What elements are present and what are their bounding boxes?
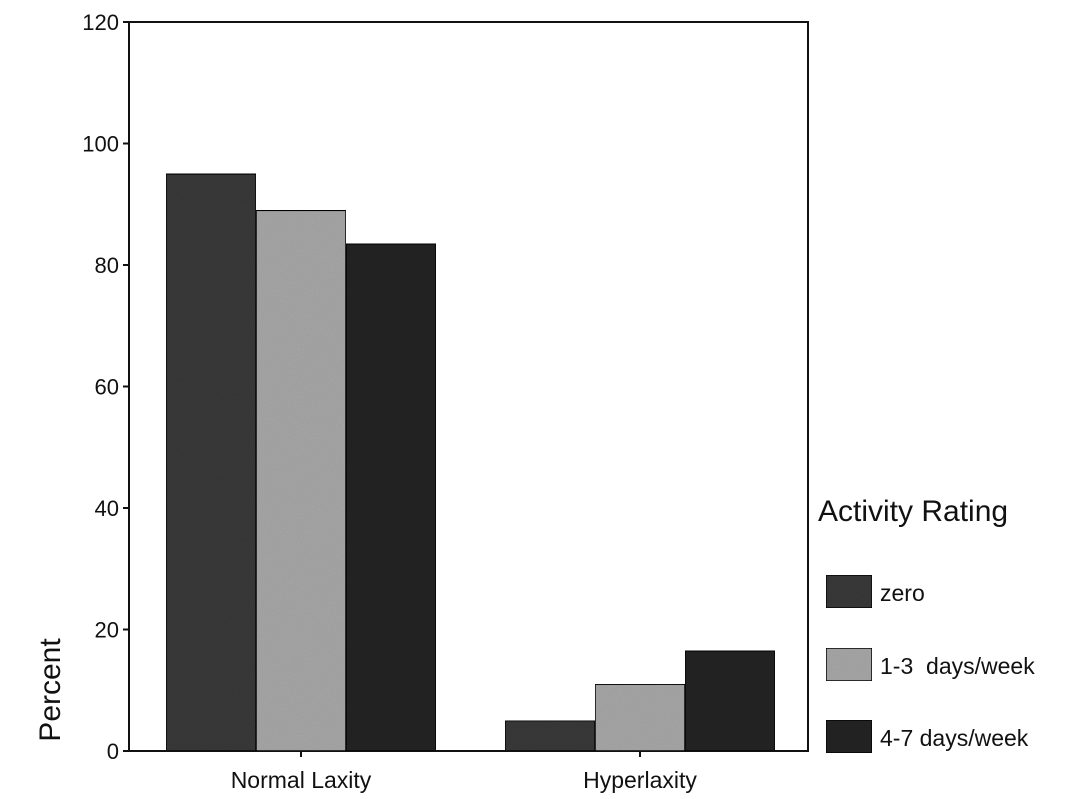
legend-label: zero [880,580,925,606]
y-axis: 0 20 40 60 80 100 120 [82,10,129,764]
x-axis-labels: Normal Laxity Hyperlaxity [231,751,697,793]
y-tick-label: 60 [95,375,119,400]
legend-swatch [825,574,873,609]
y-axis-label: Percent [34,638,67,742]
bar-1-3-days-week-hyperlaxity [594,683,686,752]
y-tick-label: 120 [82,10,119,35]
y-tick-label: 100 [82,132,119,157]
legend: Activity Rating zero 1-3 days/week 4-7 day… [818,495,1035,754]
legend-title: Activity Rating [818,495,1008,528]
legend-swatch [825,647,873,682]
legend-label: 1-3 days/week [880,653,1035,679]
y-tick-label: 40 [95,496,119,521]
bar-4-7-days-week-normal-laxity [345,242,437,752]
bar-1-3-days-week-normal-laxity [255,209,347,752]
bar-4-7-days-week-hyperlaxity [684,650,776,752]
legend-swatch [825,719,873,754]
y-tick-label: 20 [95,618,119,643]
bar-zero-normal-laxity [165,173,257,752]
y-tick-label: 0 [107,739,119,764]
bars [165,173,776,752]
y-tick-label: 80 [95,253,119,278]
bar-zero-hyperlaxity [504,719,596,752]
legend-label: 4-7 days/week [880,725,1029,751]
x-category-label: Normal Laxity [231,767,372,793]
x-category-label: Hyperlaxity [583,767,697,793]
